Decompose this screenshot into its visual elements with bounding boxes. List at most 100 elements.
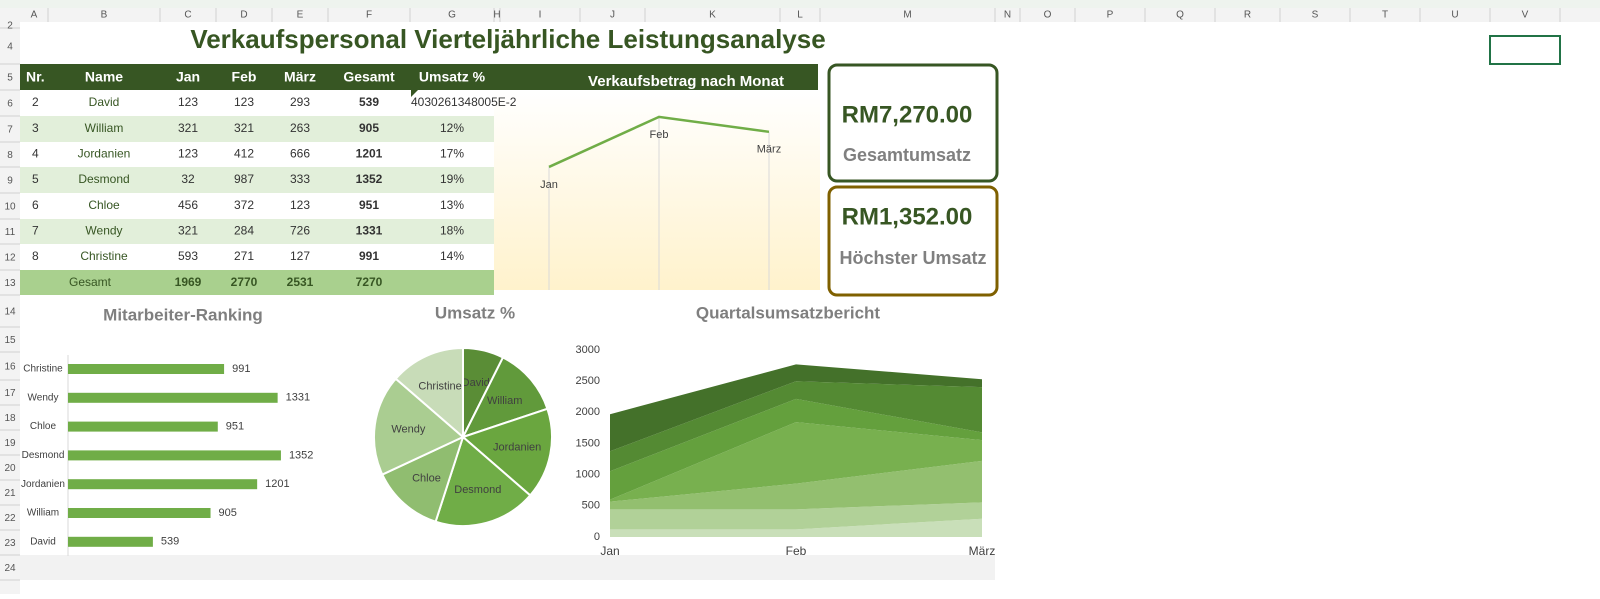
table-cell: 123 <box>178 147 198 161</box>
column-header: B <box>101 10 108 21</box>
column-header: M <box>903 10 911 21</box>
column-header: H <box>493 10 500 21</box>
area-series <box>610 460 982 510</box>
value-label: 991 <box>232 363 250 375</box>
bar <box>68 450 281 461</box>
pie-slice <box>394 346 464 440</box>
y-tick-label: 0 <box>594 531 600 543</box>
column-header: I <box>539 10 542 21</box>
slice-label: William <box>487 395 522 407</box>
kpi-box <box>827 185 999 297</box>
table-header: Gesamt <box>343 69 395 85</box>
table-cell: 593 <box>178 249 198 263</box>
table-cell: 666 <box>290 147 310 161</box>
value-label: 1352 <box>289 449 313 461</box>
row-header: 2 <box>7 21 13 32</box>
table-cell: Jordanien <box>78 147 131 161</box>
table-cell: 17% <box>440 147 464 161</box>
table-cell: 13% <box>440 198 464 212</box>
category-label: Jordanien <box>21 479 65 490</box>
row-header: 24 <box>4 563 16 574</box>
table-cell: 293 <box>290 95 310 109</box>
kpi-value: RM7,270.00 <box>842 101 973 128</box>
table-header: Jan <box>176 69 200 85</box>
table-cell: Wendy <box>85 224 122 238</box>
category-label: Feb <box>650 129 669 141</box>
table-cell: 263 <box>290 121 310 135</box>
column-header: Q <box>1176 10 1184 21</box>
value-label: 539 <box>161 536 179 548</box>
row-band <box>20 167 494 193</box>
row-header: 18 <box>4 413 16 424</box>
table-cell: William <box>85 121 124 135</box>
table-cell: 321 <box>178 224 198 238</box>
table-cell: David <box>89 95 120 109</box>
table-cell: 321 <box>178 121 198 135</box>
header-band <box>20 64 818 90</box>
table-cell: 2 <box>32 95 39 109</box>
table-cell: 987 <box>234 172 254 186</box>
chart-title: Umsatz % <box>435 303 515 322</box>
chart-title: Quartalsumsatzbericht <box>696 303 881 322</box>
slice-label: Jordanien <box>493 442 541 454</box>
column-header: O <box>1044 10 1052 21</box>
bar <box>68 479 258 490</box>
total-cell: 2770 <box>231 275 258 289</box>
table-cell: 1201 <box>356 147 383 161</box>
category-label: David <box>30 536 56 547</box>
row-header: 9 <box>7 176 13 187</box>
row-band <box>20 555 995 580</box>
row-band <box>20 116 494 142</box>
table-cell: 3 <box>32 121 39 135</box>
table-cell: 32 <box>181 172 195 186</box>
slice-label: Chloe <box>412 472 441 484</box>
y-tick-label: 1000 <box>576 469 600 481</box>
row-header: 13 <box>4 278 16 289</box>
pie-slice <box>434 435 532 527</box>
cell-selection[interactable] <box>1489 35 1561 65</box>
total-cell: 7270 <box>356 275 383 289</box>
row-header: 7 <box>7 125 13 136</box>
table-cell: 456 <box>178 198 198 212</box>
chart-title: Mitarbeiter-Ranking <box>103 305 263 324</box>
row-header: 8 <box>7 150 13 161</box>
comment-marker <box>411 90 418 97</box>
table-header: Nr. <box>26 69 45 85</box>
value-label: 1201 <box>265 478 289 490</box>
row-header: 14 <box>4 307 16 318</box>
row-header: 22 <box>4 513 16 524</box>
table-cell: 19% <box>440 172 464 186</box>
category-label: Christine <box>23 364 63 375</box>
table-header: Name <box>85 69 123 85</box>
column-header: G <box>448 10 456 21</box>
table-cell: 7 <box>32 224 39 238</box>
column-header: C <box>184 10 191 21</box>
table-cell: 18% <box>440 224 464 238</box>
table-cell: 14% <box>440 249 464 263</box>
table-cell: 4030261348005E-2 <box>411 95 517 109</box>
table-cell: 8 <box>32 249 39 263</box>
row-header: 5 <box>7 73 13 84</box>
category-label: März <box>757 144 781 156</box>
table-cell: Chloe <box>88 198 120 212</box>
kpi-value: RM1,352.00 <box>842 203 973 230</box>
column-header-bar <box>0 8 1600 22</box>
row-header: 12 <box>4 253 16 264</box>
row-header: 21 <box>4 488 16 499</box>
slice-label: Wendy <box>391 423 426 435</box>
table-cell: 905 <box>359 121 379 135</box>
row-header: 15 <box>4 335 16 346</box>
table-cell: 284 <box>234 224 254 238</box>
column-header: E <box>297 10 304 21</box>
table-cell: 6 <box>32 198 39 212</box>
column-header: V <box>1522 10 1529 21</box>
column-header: A <box>31 10 38 21</box>
table-header: Umsatz % <box>419 69 486 85</box>
row-band <box>20 219 494 244</box>
value-label: 951 <box>226 421 244 433</box>
table-cell: 726 <box>290 224 310 238</box>
table-cell: 5 <box>32 172 39 186</box>
table-cell: 333 <box>290 172 310 186</box>
table-cell: 4 <box>32 147 39 161</box>
